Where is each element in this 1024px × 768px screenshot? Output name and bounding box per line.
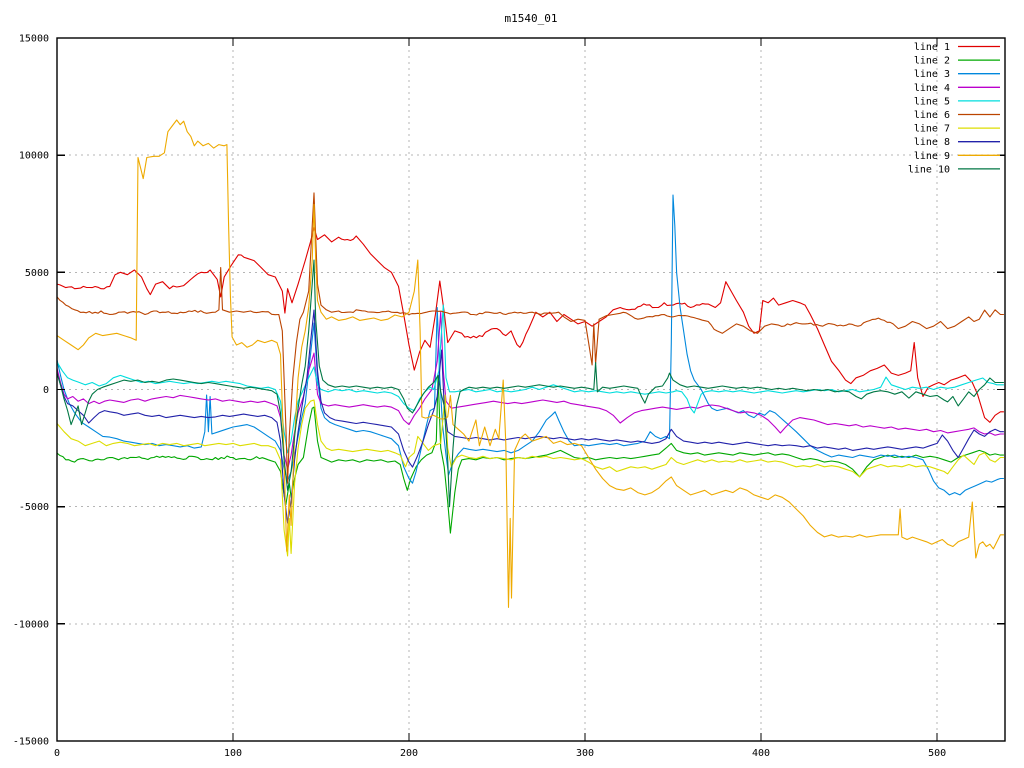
series-line-7	[57, 394, 1004, 557]
series-line-6	[57, 192, 1004, 484]
y-tick-label: -15000	[13, 737, 49, 748]
x-tick-label: 500	[928, 748, 946, 759]
legend-label: line 2	[914, 56, 950, 67]
legend-label: line 10	[908, 164, 950, 175]
legend-label: line 1	[914, 42, 950, 53]
series-line-10	[57, 259, 1004, 508]
legend-label: line 7	[914, 124, 950, 135]
legend-label: line 4	[914, 83, 950, 94]
legend-label: line 9	[914, 151, 950, 162]
y-tick-label: -10000	[13, 619, 49, 630]
x-tick-label: 300	[576, 748, 594, 759]
legend: line 1 line 2 line 3 line 4 line 5 line 6 line…	[908, 42, 1000, 175]
y-tick-label: 0	[43, 385, 49, 396]
series-line-9	[57, 119, 1004, 608]
axis-tick-labels: 0 100 200 300 400 500 -15000 -10000 -5000 0 5000 10…	[13, 34, 946, 760]
legend-label: line 8	[914, 137, 950, 148]
x-tick-label: 100	[224, 748, 242, 759]
y-tick-label: 5000	[25, 268, 49, 279]
series-line-8	[57, 309, 1004, 524]
y-tick-label: 15000	[19, 34, 49, 45]
series-line-4	[57, 311, 1004, 470]
axis-ticks	[56, 37, 1005, 742]
x-tick-label: 0	[54, 748, 60, 759]
series-line-1	[57, 227, 1004, 423]
series-line-3	[57, 194, 1004, 496]
x-tick-label: 200	[400, 748, 418, 759]
y-tick-label: 10000	[19, 151, 49, 162]
grid-lines	[57, 38, 1005, 741]
legend-label: line 6	[914, 110, 950, 121]
series-line-5	[57, 304, 1004, 454]
series-line-2	[57, 374, 1004, 534]
y-tick-label: -5000	[19, 502, 49, 513]
legend-label: line 5	[914, 96, 950, 107]
legend-label: line 3	[914, 69, 950, 80]
data-series	[57, 119, 1004, 608]
chart-title: m1540_01	[505, 12, 558, 25]
x-tick-label: 400	[752, 748, 770, 759]
